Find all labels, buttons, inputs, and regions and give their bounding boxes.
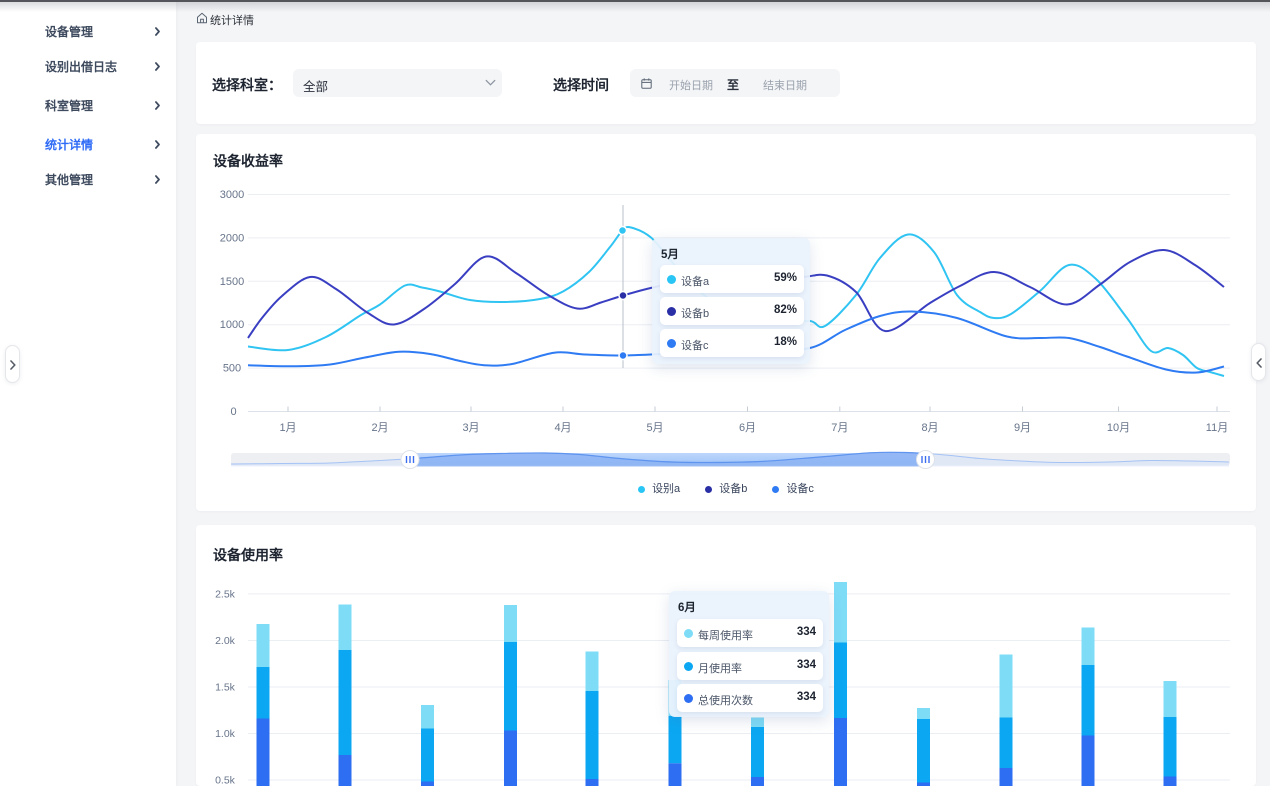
svg-text:5月: 5月 [646,422,663,434]
svg-text:4月: 4月 [554,422,571,434]
svg-text:11月: 11月 [1206,422,1228,434]
svg-text:1000: 1000 [220,319,244,331]
svg-text:1500: 1500 [220,276,244,288]
svg-text:1.0k: 1.0k [215,728,236,740]
svg-text:0.5k: 0.5k [215,775,236,786]
svg-text:1.5k: 1.5k [215,682,236,694]
svg-text:0: 0 [230,406,236,418]
svg-text:7月: 7月 [831,422,848,434]
svg-text:8月: 8月 [921,422,938,434]
svg-text:6月: 6月 [739,422,756,434]
svg-text:2月: 2月 [371,422,388,434]
svg-text:2.0k: 2.0k [215,635,236,647]
svg-text:3月: 3月 [462,422,479,434]
svg-text:3000: 3000 [220,189,244,201]
svg-text:2000: 2000 [220,232,244,244]
svg-text:500: 500 [223,363,241,375]
svg-text:2.5k: 2.5k [215,588,236,600]
svg-text:9月: 9月 [1014,422,1031,434]
svg-text:10月: 10月 [1107,422,1130,434]
svg-text:1月: 1月 [279,422,296,434]
